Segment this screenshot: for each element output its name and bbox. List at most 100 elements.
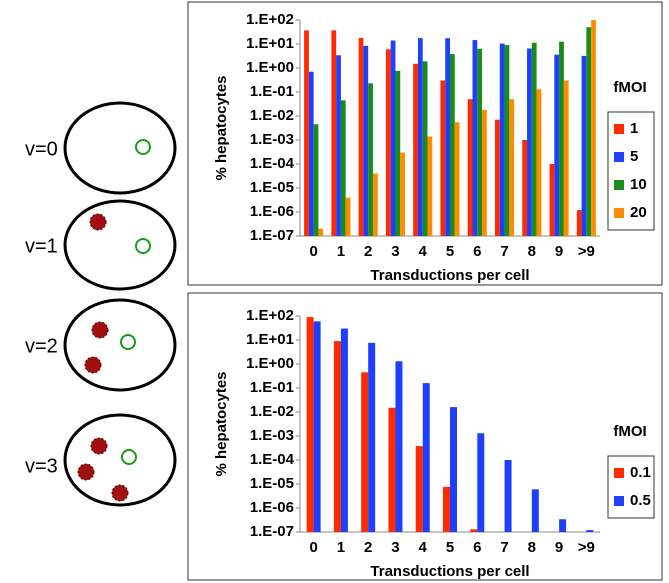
panel-frame [187,1,663,286]
bar [563,80,569,236]
bar [308,71,314,236]
bar [482,109,487,236]
y-tick-label: 1.E-02 [250,403,294,420]
y-tick-label: 1.E-05 [250,179,294,196]
bar [313,321,321,532]
x-tick-label: 9 [555,243,563,260]
nucleus [135,139,151,155]
cell-label: v=2 [25,335,58,357]
y-tick-label: 1.E-03 [250,427,294,444]
x-tick-label: 2 [364,539,372,556]
bar [358,37,364,236]
y-tick-label: 1.E-06 [250,499,294,516]
cell [63,413,177,507]
bar [413,63,418,237]
bar [318,228,324,236]
x-axis-title: Transductions per cell [370,267,529,284]
bar [527,48,532,236]
y-tick-label: 1.E+00 [246,59,294,76]
x-tick-label: 5 [446,243,454,260]
x-tick-label: 2 [364,243,372,260]
bar [313,124,319,236]
bar [331,30,337,236]
y-tick-label: 1.E-07 [250,227,294,244]
x-tick-label: 6 [473,243,481,260]
bar [422,383,430,532]
y-tick-label: 1.E-04 [250,155,295,172]
bar [345,197,351,236]
virus [89,213,107,231]
bar [363,45,369,237]
legend-label: 0.1 [630,464,651,481]
bar [422,61,428,237]
x-axis-title: Transductions per cell [370,563,529,580]
cell [63,199,177,291]
bar [504,460,512,532]
legend-label: 0.5 [630,492,651,509]
bar [388,407,396,532]
legend-label: 10 [630,176,647,193]
bar [581,55,587,236]
bar [340,100,346,236]
x-tick-label: 9 [555,539,563,556]
bar [445,38,450,237]
legend-swatch [614,468,624,478]
y-axis-title: % hepatocytes [213,371,230,476]
y-axis-title: % hepatocytes [213,75,230,180]
x-tick-label: 0 [309,243,317,260]
bar [477,433,485,532]
legend-frame [607,455,655,519]
bar [443,486,450,532]
bar [477,48,483,236]
legend-label: 5 [630,148,638,165]
y-tick-label: 1.E-05 [250,475,294,492]
bar [415,446,423,532]
bar [499,43,505,236]
x-tick-label: >9 [578,539,595,556]
y-tick-label: 1.E-02 [250,107,294,124]
nucleus [121,449,137,465]
bar [395,70,401,236]
bar [368,342,376,532]
legend-swatch [614,180,624,190]
bar [554,54,560,236]
bar [586,27,592,237]
bar [427,136,433,236]
x-tick-label: 0 [309,539,317,556]
cell-label: v=3 [25,455,58,477]
y-tick-label: 1.E+01 [246,331,294,348]
bar [333,341,341,532]
x-tick-label: 5 [446,539,454,556]
y-tick-label: 1.E-07 [250,523,294,540]
bar [340,328,348,532]
nucleus [120,334,136,350]
legend-swatch [614,124,624,134]
legend-title: fMOI [613,79,646,96]
bar [586,530,594,532]
y-tick-label: 1.E+01 [246,35,294,52]
y-tick-label: 1.E-03 [250,131,294,148]
x-tick-label: 7 [500,539,508,556]
bar [417,38,423,237]
bar [559,41,564,236]
x-tick-label: 1 [337,539,345,556]
cell [63,101,177,195]
bar [549,164,555,236]
bar [509,99,515,236]
bar [450,54,455,237]
x-tick-label: 4 [419,243,428,260]
virus [91,321,109,339]
diagram: v=0 v=1 v=2 v=3 [25,101,177,507]
legend-label: 1 [630,120,638,137]
virus [111,484,129,502]
legend-swatch [614,496,624,506]
bar [559,519,567,532]
y-tick-label: 1.E+00 [246,355,294,372]
cell [63,298,177,392]
virus [77,463,95,481]
bar [504,45,510,237]
virus [90,437,108,455]
bar [522,140,528,236]
x-tick-label: 3 [391,539,399,556]
